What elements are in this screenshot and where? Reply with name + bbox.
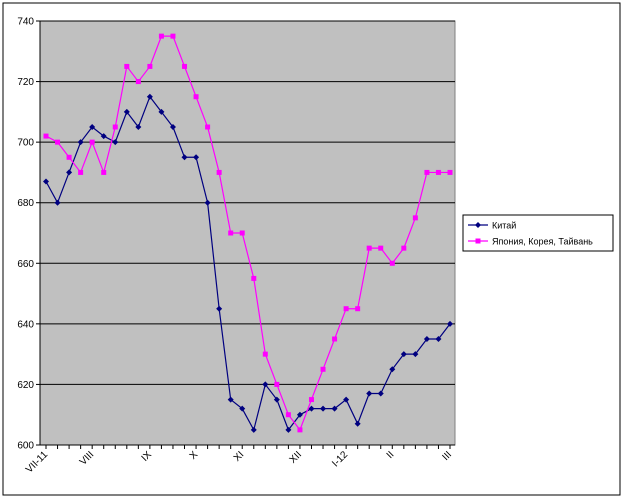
point-marker [285,426,292,433]
point-marker [297,427,303,433]
point-marker [320,366,326,372]
point-marker [296,411,303,418]
y-tick-label: 600 [17,441,34,452]
y-tick-label: 680 [17,198,34,209]
point-marker [239,405,246,412]
point-marker [366,245,372,251]
y-tick-label: 720 [17,77,34,88]
point-marker [89,139,95,145]
point-marker [435,336,442,342]
point-marker [205,124,211,130]
point-marker [158,33,164,39]
point-marker [77,139,84,146]
series-line [45,35,450,432]
point-marker [158,108,165,115]
point-marker [424,169,430,175]
point-marker [66,154,72,160]
point-marker [308,397,314,403]
point-marker [239,230,245,236]
point-marker [447,320,453,327]
point-marker [170,33,176,39]
point-marker [274,381,280,387]
point-marker [66,169,73,176]
point-marker [262,351,268,357]
point-marker [204,199,211,206]
point-marker [423,336,430,342]
point-marker [262,381,269,388]
point-marker [401,245,407,251]
point-marker [100,133,107,140]
point-marker [343,396,350,403]
legend-label: Япония, Корея, Тайвань [492,237,593,247]
point-marker [146,93,153,100]
point-marker [101,169,107,175]
legend-marker [475,238,481,244]
point-marker [251,275,257,281]
point-marker [389,366,396,373]
point-marker [447,169,453,175]
point-marker [400,351,407,358]
point-marker [227,396,234,403]
point-marker [412,215,418,221]
point-marker [112,124,118,130]
legend-label: Китай [492,221,516,231]
point-marker [435,169,441,175]
point-marker [112,139,119,146]
point-marker [182,63,188,69]
point-marker [377,390,384,397]
point-marker [124,63,130,69]
point-marker [343,306,349,312]
point-marker [412,351,419,358]
point-marker [354,420,361,427]
point-marker [389,260,395,266]
point-marker [123,108,130,115]
point-marker [135,124,142,130]
point-marker [273,396,280,403]
y-tick-label: 620 [17,380,34,391]
y-tick-label: 660 [17,259,34,270]
point-marker [43,133,49,139]
legend-marker [475,222,481,228]
point-marker [320,405,327,412]
point-marker [355,306,361,312]
point-marker [332,336,338,342]
y-tick-label: 700 [17,138,34,149]
point-marker [228,230,234,236]
point-marker [216,305,223,312]
point-marker [366,390,373,397]
point-marker [193,154,200,161]
point-marker [285,412,291,418]
legend-box [462,214,614,252]
point-marker [193,94,199,100]
point-marker [216,169,222,175]
y-tick-label: 640 [17,319,34,330]
point-marker [181,154,188,161]
x-tick-label: II [385,449,397,461]
point-marker [89,124,96,130]
plot-area [39,20,456,446]
point-marker [43,178,49,185]
point-marker [250,426,257,433]
point-marker [147,63,153,69]
point-marker [78,169,84,175]
y-tick-label: 740 [17,17,34,28]
point-marker [54,199,61,206]
point-marker [308,405,315,412]
point-marker [135,79,141,85]
point-marker [55,139,61,145]
point-marker [378,245,384,251]
point-marker [331,405,338,412]
point-marker [169,124,176,130]
